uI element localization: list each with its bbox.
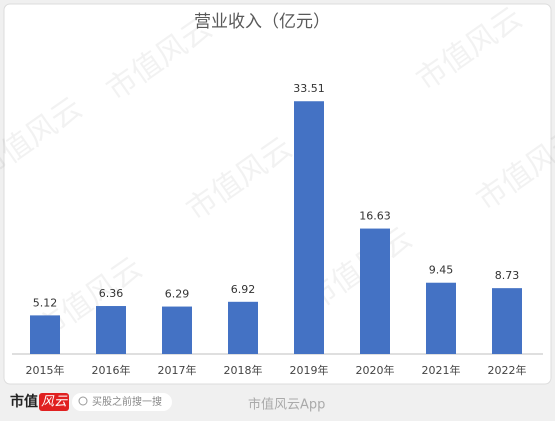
x-tick-label: 2016年 xyxy=(92,363,131,377)
x-tick-label: 2018年 xyxy=(224,363,263,377)
bar xyxy=(162,306,192,354)
bar xyxy=(30,315,60,354)
brand-text: 市值 xyxy=(10,393,38,410)
data-label: 9.45 xyxy=(429,264,454,277)
bar xyxy=(492,288,522,354)
bar xyxy=(96,306,126,354)
data-label: 5.12 xyxy=(33,296,58,309)
plot: 2015年 5.12 2016年 6.36 2017年 6.29 2018年 6.92 2019… xyxy=(26,82,527,377)
data-label: 16.63 xyxy=(359,210,391,223)
x-tick-label: 2020年 xyxy=(356,363,395,377)
data-label: 6.29 xyxy=(165,288,190,301)
chart-panel xyxy=(3,3,552,385)
search-box[interactable] xyxy=(72,393,172,411)
data-label: 8.73 xyxy=(495,269,520,282)
data-label: 33.51 xyxy=(293,82,325,95)
brand-badge-text: 风云 xyxy=(41,395,68,410)
search-text: 买股之前搜一搜 xyxy=(92,395,162,408)
search-icon xyxy=(78,396,88,406)
x-tick-label: 2021年 xyxy=(422,363,461,377)
chart-title: 营业收入（亿元） xyxy=(194,12,330,32)
x-tick-label: 2019年 xyxy=(290,363,329,377)
x-tick-label: 2017年 xyxy=(158,363,197,377)
brand-badge xyxy=(39,393,69,411)
bar xyxy=(426,282,456,354)
data-label: 6.36 xyxy=(99,287,124,300)
bar xyxy=(228,301,258,354)
bar xyxy=(294,101,324,354)
app-watermark: 市值风云App xyxy=(248,397,325,413)
x-tick-label: 2022年 xyxy=(488,363,527,377)
bar xyxy=(360,228,390,354)
x-tick-label: 2015年 xyxy=(26,363,65,377)
data-label: 6.92 xyxy=(231,283,256,296)
